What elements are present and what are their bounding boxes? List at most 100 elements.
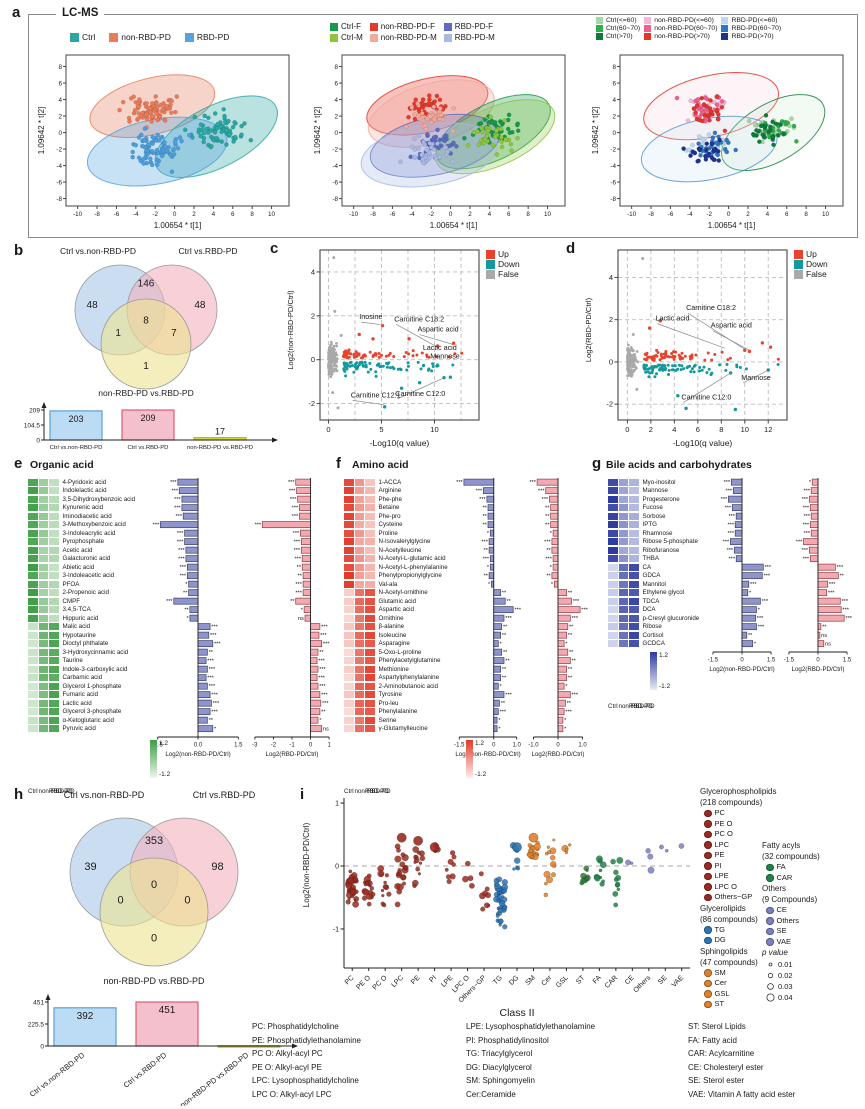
volcano-annotation: Carnitine C18:2 [686,303,736,312]
fc-bar [741,606,757,614]
significance: *** [295,591,302,597]
fc-bar [735,555,743,563]
heatmap-cell [49,648,59,656]
svg-text:8: 8 [334,64,338,71]
svg-text:-2: -2 [610,146,616,153]
panel-e-chart1: ****************************************… [153,478,243,758]
significance: *** [209,684,216,690]
heatmap-cell [608,589,618,597]
lipid-point [498,907,504,914]
heatmap-cell [344,665,354,673]
metabolite-name: GCDCA [642,640,665,648]
fc-bar [808,546,819,554]
significance: ns [821,633,827,639]
class-tick-label: ST [575,974,587,986]
pvalue-legend-item: 0.03 [762,981,862,992]
metabolite-name: N-Acetyl-ornithine [378,589,428,597]
heatmap-cell [354,691,364,699]
heatmap-row: Lactic acid [28,699,135,708]
heatmap-cell [38,512,48,520]
lipid-point [400,874,407,881]
fc-bar [493,674,501,682]
panel-f-col-labels: Ctrl non-RBD-PD RBD-PD [344,736,391,795]
panel-e-chart2: ****************************************… [252,478,331,758]
significance: * [565,684,568,690]
legend-label: Ctrl [82,32,96,42]
heatmap-cell [38,708,48,716]
fc-bar [310,725,323,733]
heatmap-cell [354,478,364,486]
metabolite-name: Ribofuranose [642,546,680,554]
lipid-point [394,855,402,863]
significance: * [185,582,188,588]
svg-text:10: 10 [822,211,830,218]
legend-dot [704,990,712,998]
metabolite-name: N-Acetylleucine [378,546,422,554]
venn-count: 48 [87,300,99,311]
heatmap-cell [344,725,354,733]
pca-plot-age: -10 -8 -6 -4 -2 0 2 4 6 8 10 -8 -6 -4 -2 0 2 4 6 8 1.00654 *… [591,54,844,230]
count-bar [121,409,175,441]
significance: ns [323,727,329,733]
heatmap-row: Glycerol 1-phosphate [28,682,135,691]
lipid-point [480,906,486,912]
legend-item: Ctrl(>70) [596,33,640,40]
class-tick-label: Cer [540,974,553,987]
significance: * [487,531,490,537]
fc-bar [493,623,503,631]
heatmap-cell [618,640,628,648]
significance: *** [207,676,214,682]
significance: *** [757,616,764,622]
significance: *** [750,582,757,588]
legend-swatch [443,22,452,31]
heatmap-cell [49,555,59,563]
significance: ** [546,574,551,580]
fc-axis-label: Log2(RBD-PD/Ctrl) [266,751,319,758]
fc-bar [552,555,559,563]
legend-item: False [794,269,828,279]
pca-legend-1: Ctrl non-RBD-PD RBD-PD [70,32,229,42]
svg-text:1: 1 [335,801,339,808]
heatmap-row: 5-Oxo-L-proline [344,648,448,657]
svg-text:0: 0 [326,425,330,434]
heatmap-cell [38,538,48,546]
class-tick-label: CE [624,974,636,986]
heatmap-cell [629,495,639,503]
metabolite-name: CMPF [62,597,81,605]
heatmap-cell [344,563,354,571]
heatmap-cell [365,521,375,529]
heatmap-row: GCDCA [608,640,699,649]
metabolite-name: 3-Hydroxycinnamic acid [62,648,129,656]
pvalue-circle [767,972,774,979]
lipid-point [549,854,556,861]
heatmap-cell [38,487,48,495]
legend-label: RBD-PD [196,32,230,42]
lipid-point [462,875,469,883]
svg-text:2: 2 [311,311,315,320]
panel-a-letter: a [12,4,21,21]
fc-bar [557,708,565,716]
heatmap-cell [365,546,375,554]
significance: *** [723,540,730,546]
svg-text:1.00654 * t[1]: 1.00654 * t[1] [430,221,478,230]
heatmap-cell [49,478,59,486]
heatmap-cell [354,521,364,529]
legend-dot [704,979,712,987]
heatmap-cell [344,640,354,648]
heatmap-row: Dioctyl phthalate [28,640,135,649]
significance: ** [568,591,573,597]
metabolite-name: Ornithine [378,614,404,622]
legend-group-title: Fatty acyls [762,841,801,850]
bar-x-label: Ctrl vs.RBD-PD [128,445,169,451]
heatmap-row: Ribose [608,623,699,632]
venn-b: Ctrl vs.non-RBD-PD Ctrl vs.RBD-PD 48 146 48 1… [60,246,238,398]
pvalue-label: 0.01 [778,960,793,969]
heatmap-cell [28,640,38,648]
heatmap-row: Ethylene glycol [608,589,699,598]
fc-bar [728,495,743,503]
svg-text:-Log10(q value): -Log10(q value) [673,438,733,448]
volcano-annotation: Carnitine C12:0 [395,389,445,398]
bar-x-label: Ctrl vs.RBD-PD [122,1050,169,1090]
legend-swatch [644,33,652,40]
